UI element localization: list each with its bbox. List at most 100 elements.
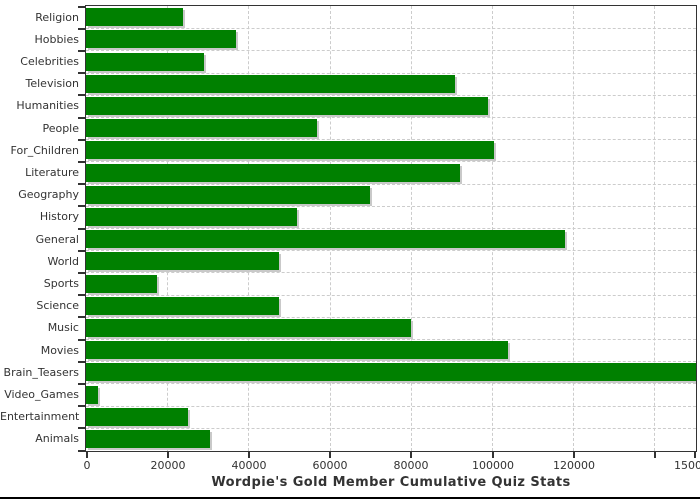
x-axis-tick [248,451,250,458]
category-label: Hobbies [34,33,79,46]
category-label: Literature [25,166,79,179]
y-axis-tick [78,294,86,296]
x-tick-label: 40000 [231,459,267,472]
category-label: Brain_Teasers [3,366,79,379]
y-axis-tick [78,139,86,141]
horizontal-gridline [86,28,696,29]
horizontal-gridline [86,184,696,185]
bar-celebrities [86,53,204,71]
bar-brain_teasers [86,363,696,381]
horizontal-gridline [86,406,696,407]
horizontal-gridline [86,317,696,318]
x-axis-tick [86,451,88,458]
x-tick-label: 120000 [553,459,595,472]
bar-sports [86,275,157,293]
y-axis-tick [78,28,86,30]
bar-video_games [86,386,98,404]
x-axis-tick [654,451,656,458]
horizontal-gridline [86,95,696,96]
horizontal-gridline [86,73,696,74]
category-label: Celebrities [20,55,79,68]
x-axis-tick [573,451,575,458]
horizontal-gridline [86,272,696,273]
x-tick-label: 60000 [312,459,348,472]
horizontal-gridline [86,206,696,207]
y-axis-tick [78,50,86,52]
horizontal-gridline [86,383,696,384]
category-label: Entertainment [0,410,80,423]
category-label: Music [47,321,79,334]
category-label: Science [36,299,79,312]
y-axis-tick [78,383,86,385]
bar-general [86,230,565,248]
y-axis-tick [78,6,86,8]
bar-geography [86,186,370,204]
bar-world [86,252,279,270]
category-label: Movies [40,344,79,357]
category-label: Video_Games [4,388,79,401]
bar-religion [86,8,183,26]
x-axis-tick [167,451,169,458]
horizontal-gridline [86,361,696,362]
y-axis-tick [78,205,86,207]
plot-area [85,5,697,452]
category-label: People [42,122,79,135]
chart-title: Wordpie's Gold Member Cumulative Quiz St… [211,475,571,490]
category-label: Sports [43,277,79,290]
horizontal-gridline [86,250,696,251]
bar-television [86,75,455,93]
horizontal-gridline [86,295,696,296]
horizontal-gridline [86,428,696,429]
x-tick-label: 0 [83,459,91,472]
y-axis-tick [78,316,86,318]
y-axis-tick [78,94,86,96]
y-axis-tick [78,450,86,452]
bottom-divider [0,497,700,499]
horizontal-gridline [86,228,696,229]
x-tick-label: 150000 [674,459,700,472]
x-axis-tick [410,451,412,458]
category-label: Animals [35,432,79,445]
horizontal-gridline [86,139,696,140]
horizontal-gridline [86,50,696,51]
category-label: Humanities [16,99,79,112]
horizontal-gridline [86,161,696,162]
category-label: Television [25,77,80,90]
x-axis-tick [492,451,494,458]
bar-movies [86,341,508,359]
x-tick-label: 80000 [393,459,429,472]
y-axis-tick [78,117,86,119]
category-label: For_Children [10,144,79,157]
category-label: Geography [18,188,79,201]
bar-history [86,208,297,226]
bar-entertainment [86,408,188,426]
y-axis-tick [78,72,86,74]
y-axis-tick [78,361,86,363]
bar-for_children [86,141,494,159]
x-axis-tick [329,451,331,458]
bar-science [86,297,279,315]
y-axis-tick [78,427,86,429]
bar-people [86,119,317,137]
horizontal-gridline [86,117,696,118]
y-axis-tick [78,161,86,163]
bar-literature [86,164,460,182]
x-tick-label: 20000 [150,459,186,472]
category-label: General [35,233,79,246]
x-axis-tick [694,451,696,458]
y-axis-tick [78,339,86,341]
bar-humanities [86,97,488,115]
bar-hobbies [86,30,236,48]
bar-animals [86,430,210,448]
horizontal-gridline [86,339,696,340]
bar-music [86,319,411,337]
y-axis-tick [78,228,86,230]
category-label: History [39,210,79,223]
category-label: Religion [35,11,79,24]
y-axis-tick [78,405,86,407]
y-axis-tick [78,183,86,185]
category-label: World [47,255,79,268]
y-axis-tick [78,250,86,252]
y-axis-tick [78,272,86,274]
